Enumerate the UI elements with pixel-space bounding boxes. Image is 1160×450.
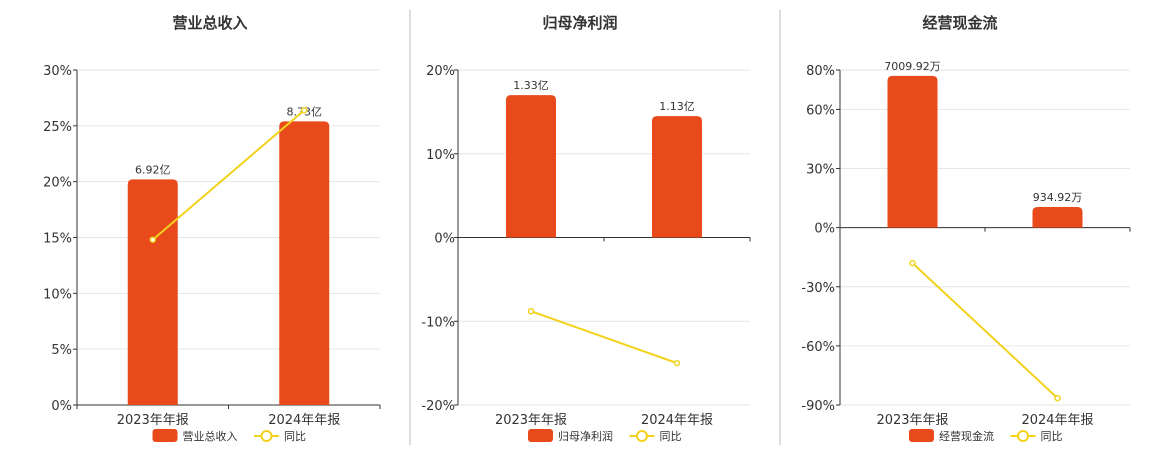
y-tick-label: 80% <box>806 64 835 79</box>
y-tick-label: 10% <box>426 148 455 163</box>
legend-label-line: 同比 <box>1041 430 1063 443</box>
bar-data-label: 7009.92万 <box>884 60 941 73</box>
x-tick-label: 2023年年报 <box>495 413 567 428</box>
y-tick-label: 20% <box>43 176 72 191</box>
x-tick-label: 2024年年报 <box>641 413 713 428</box>
legend-swatch-bar <box>528 429 553 442</box>
bar <box>506 95 556 238</box>
y-tick-label: 10% <box>43 287 72 302</box>
legend-label-line: 同比 <box>284 430 306 443</box>
y-tick-label: 30% <box>43 64 72 79</box>
chart-panel-1: 营业总收入 0% 5% 10% 15% 20% 25% 30% 2023年年报 2024年年报 6.… <box>43 14 381 443</box>
line-point <box>301 106 308 114</box>
bar-data-label: 1.33亿 <box>513 79 549 92</box>
legend-swatch-bar <box>152 429 178 442</box>
line-point <box>149 236 156 243</box>
x-tick-label: 2024年年报 <box>268 413 340 428</box>
legend-label-bar: 营业总收入 <box>183 429 238 443</box>
chart-panel-2: 归母净利润 -20% -10% 0% 10% 20% 2023年年报 2024年年报 1.33亿… <box>421 14 751 443</box>
bar <box>1032 206 1083 228</box>
bar <box>652 116 702 238</box>
x-tick-label: 2023年年报 <box>117 413 189 428</box>
y-tick-label: 0% <box>434 232 455 247</box>
y-tick-label: 0% <box>814 222 835 237</box>
y-tick-label: 30% <box>806 163 835 178</box>
line-series <box>530 310 678 365</box>
y-tick-label: -20% <box>421 399 455 414</box>
y-tick-label: -10% <box>421 315 455 330</box>
line-series <box>911 262 1059 399</box>
legend-label-bar: 经营现金流 <box>939 429 994 443</box>
y-tick-label: 5% <box>51 343 72 358</box>
y-tick-label: -60% <box>801 340 835 355</box>
y-tick-label: 0% <box>51 399 72 414</box>
line-series <box>152 109 305 241</box>
y-tick-label: 20% <box>426 64 455 79</box>
x-tick-label: 2024年年报 <box>1021 413 1093 428</box>
chart-panel-3: 经营现金流 -90% -60% -30% 0% 30% 60% 80% 2023年年报 2024年… <box>801 14 1131 443</box>
y-tick-label: -90% <box>801 399 835 414</box>
chart-title: 归母净利润 <box>542 14 617 32</box>
line-point <box>527 307 535 315</box>
legend-label-bar: 归母净利润 <box>558 429 613 443</box>
bar <box>279 121 330 405</box>
legend-label-line: 同比 <box>660 430 682 443</box>
y-tick-label: 60% <box>806 103 835 118</box>
y-tick-label: 25% <box>43 120 72 135</box>
y-tick-label: -30% <box>801 281 835 296</box>
legend-swatch-line-marker <box>260 430 273 442</box>
bar-data-label: 6.92亿 <box>135 163 171 176</box>
bar-data-label: 934.92万 <box>1033 191 1083 204</box>
line-point <box>1054 394 1061 402</box>
chart-title: 营业总收入 <box>172 14 247 32</box>
bar <box>887 75 938 228</box>
legend-swatch-line-marker <box>636 430 648 442</box>
y-tick-label: 15% <box>43 232 72 247</box>
bar <box>127 179 178 405</box>
line-point <box>673 359 681 367</box>
chart-title: 经营现金流 <box>922 14 997 32</box>
bar-data-label: 1.13亿 <box>659 100 695 113</box>
legend-swatch-bar <box>909 429 934 442</box>
line-point <box>909 259 916 267</box>
legend-swatch-line-marker <box>1017 430 1029 442</box>
x-tick-label: 2023年年报 <box>876 413 948 428</box>
